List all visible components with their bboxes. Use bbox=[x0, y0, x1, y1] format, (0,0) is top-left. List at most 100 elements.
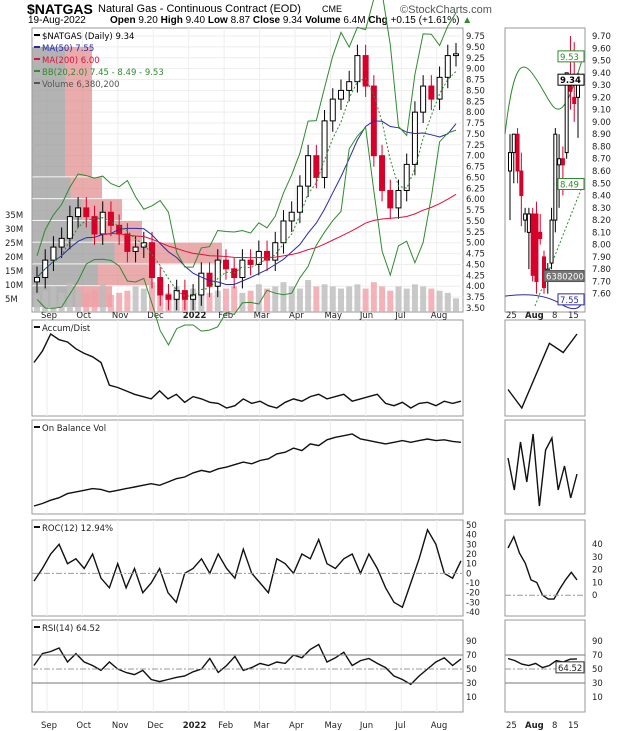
y-tick-label: 7.50 bbox=[466, 130, 485, 140]
obv-line bbox=[33, 433, 462, 507]
mini-y-tick-label: 8.10 bbox=[592, 228, 611, 238]
mini-rsi-tick-label: 30 bbox=[592, 679, 603, 689]
mini-rsi-tick-label: 10 bbox=[592, 693, 603, 703]
rsi-tick-label: 30 bbox=[466, 679, 477, 689]
mini-panel-frame bbox=[504, 419, 586, 515]
legend-swatch bbox=[34, 58, 40, 60]
mini-x-tick-label: 15 bbox=[568, 311, 579, 321]
candle-down bbox=[313, 155, 320, 178]
mini-candle bbox=[523, 213, 528, 221]
high-label: High bbox=[160, 15, 183, 26]
y-tick-label: 4.50 bbox=[466, 260, 485, 270]
bb-lower-line bbox=[36, 126, 457, 346]
mini-x-tick-label: 15 bbox=[568, 721, 579, 731]
low-label: Low bbox=[207, 15, 228, 26]
volume-bar bbox=[75, 288, 82, 312]
mini-y-tick-label: 8.80 bbox=[592, 142, 611, 152]
volume-bar bbox=[264, 288, 271, 312]
mini-accum-dist-line bbox=[507, 333, 578, 410]
volume-bar bbox=[206, 292, 213, 312]
mini-value-tag bbox=[557, 178, 585, 190]
volume-bar bbox=[288, 286, 295, 312]
bb-upper-line bbox=[36, 0, 457, 268]
volume-tick-label: 30M bbox=[5, 225, 23, 235]
mini-candle bbox=[564, 72, 569, 154]
y-tick-label: 9.00 bbox=[466, 65, 485, 75]
volume-bar bbox=[50, 286, 57, 312]
mini-rsi-tick-label: 50 bbox=[592, 665, 603, 675]
legend-swatch bbox=[34, 34, 40, 36]
up-arrow-icon: ▲ bbox=[462, 15, 473, 26]
y-tick-label: 7.00 bbox=[466, 152, 485, 162]
mini-candle bbox=[530, 213, 535, 276]
roc-tick-label: 20 bbox=[466, 550, 477, 560]
roc-tick-label: -30 bbox=[466, 598, 480, 608]
roc-tick-label: 0 bbox=[466, 569, 471, 579]
mini-roc-tick-label: 30 bbox=[592, 553, 603, 563]
mini-x-tick-label: 25 bbox=[506, 721, 517, 731]
candle-down bbox=[222, 259, 229, 270]
mini-y-tick-label: 9.70 bbox=[592, 32, 611, 42]
volume-bar bbox=[34, 294, 40, 312]
x-tick-label: Oct bbox=[76, 721, 91, 731]
y-tick-label: 3.50 bbox=[466, 304, 485, 314]
y-tick-label: 4.25 bbox=[466, 271, 485, 281]
mini-y-tick-label: 7.70 bbox=[592, 277, 611, 287]
mini-y-tick-label: 8.50 bbox=[592, 179, 611, 189]
candle-down bbox=[83, 207, 90, 218]
mini-rsi-line bbox=[507, 657, 578, 669]
volume-profile-bar-up bbox=[32, 46, 65, 177]
mini-value-label: 9.34 bbox=[560, 76, 581, 86]
mini-y-tick-label: 7.90 bbox=[592, 253, 611, 263]
volume-tick-label: 20M bbox=[5, 253, 23, 263]
mini-y-tick-label: 9.10 bbox=[592, 106, 611, 116]
instrument-name: Natural Gas - Continuous Contract (EOD) bbox=[98, 3, 301, 15]
candle-down bbox=[149, 242, 156, 279]
volume-bar bbox=[99, 284, 106, 312]
x-tick-label: Sep bbox=[41, 721, 57, 731]
candle-up bbox=[239, 259, 246, 279]
mini-candle bbox=[572, 96, 577, 105]
mini-candle bbox=[557, 158, 562, 166]
candle-up bbox=[305, 155, 312, 187]
candle-up bbox=[214, 259, 221, 287]
mini-x-tick-label: Aug bbox=[525, 311, 544, 321]
candle-up bbox=[140, 242, 147, 248]
open-label: Open bbox=[110, 15, 136, 26]
volume-bar bbox=[403, 288, 410, 312]
roc-tick-label: 30 bbox=[466, 540, 477, 550]
mini-candle bbox=[526, 213, 531, 233]
x-tick-label: Mar bbox=[254, 721, 271, 731]
x-tick-label: May bbox=[324, 721, 342, 731]
panel-frame bbox=[31, 319, 464, 417]
volume-bar bbox=[346, 286, 353, 312]
y-tick-label: 5.75 bbox=[466, 206, 485, 216]
candle-down bbox=[264, 250, 271, 261]
volume-bar bbox=[296, 288, 303, 312]
candle-up bbox=[453, 53, 459, 57]
brand-link[interactable]: ©StockCharts.com bbox=[400, 4, 492, 16]
volume-bar bbox=[107, 294, 114, 312]
x-tick-label: Jul bbox=[394, 721, 405, 731]
volume-bar bbox=[91, 290, 98, 312]
volume-bar bbox=[379, 286, 386, 312]
y-tick-label: 5.25 bbox=[466, 228, 485, 238]
mini-roc-tick-label: 20 bbox=[592, 566, 603, 576]
roc-line bbox=[33, 528, 462, 609]
mini-y-tick-label: 8.20 bbox=[592, 216, 611, 226]
volume-bar bbox=[58, 292, 65, 312]
volume-bar bbox=[329, 286, 336, 312]
candle-down bbox=[428, 85, 435, 100]
mini-candle bbox=[534, 213, 539, 282]
mini-candle bbox=[511, 133, 516, 154]
ohlc-summary: Open 9.20 High 9.40 Low 8.87 Close 9.34 … bbox=[110, 15, 472, 26]
mini-x-tick-label: 8 bbox=[552, 721, 557, 731]
mini-value-tag bbox=[557, 73, 585, 86]
mini-roc-tick-label: 0 bbox=[592, 591, 597, 601]
volume-bar bbox=[116, 292, 123, 312]
exchange: CME bbox=[322, 4, 342, 14]
volume-label: Volume bbox=[305, 15, 341, 26]
y-tick-label: 8.00 bbox=[466, 108, 485, 118]
candle-up bbox=[436, 76, 443, 100]
